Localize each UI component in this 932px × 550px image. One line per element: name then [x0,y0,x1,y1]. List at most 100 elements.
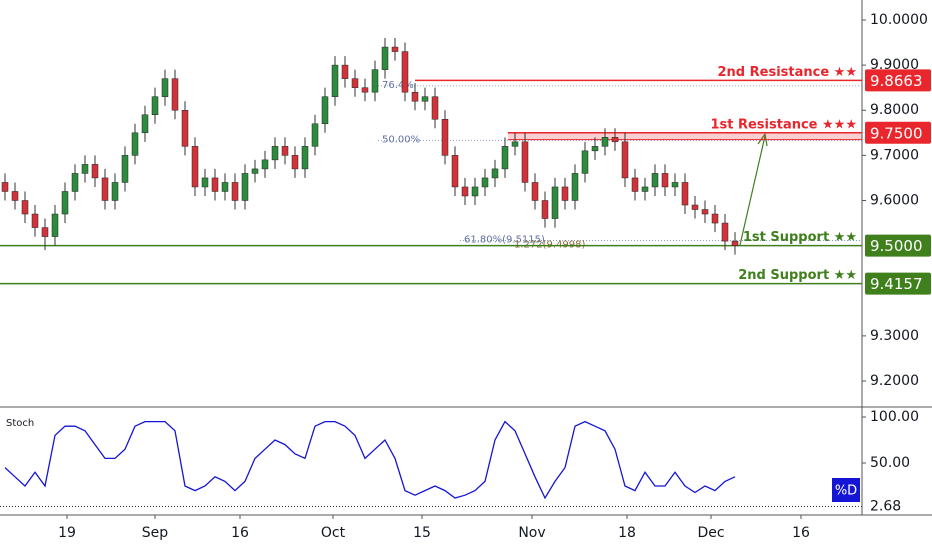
candle-body [341,64,349,79]
candle-body [621,141,629,179]
candle-body [451,155,459,188]
candle-body [121,155,129,183]
candle-body [671,182,679,188]
candle-body [261,159,269,170]
x-tick-label: 18 [618,525,636,541]
candle-body [81,164,89,174]
candle-body [461,186,469,197]
candle-body [31,213,39,228]
candle-body [161,78,169,97]
candle-body [531,182,539,201]
fib-label: 61.80%(9.5115) [464,234,545,245]
stoch-last-label: 2.68 [870,499,901,515]
candle-body [481,177,489,188]
candle-body [551,186,559,219]
candle-body [231,182,239,201]
level-tag-label: 9.4157 [870,275,923,293]
level-tag [865,69,931,92]
candle-body [191,146,199,188]
y-tick-label: 9.7000 [870,147,919,163]
level-tag [865,272,931,295]
y-tick-label: 10.0000 [870,12,928,28]
level-label: 2nd Resistance ★★ [718,65,858,80]
candle-body [351,78,359,88]
projection-arrow [739,132,768,246]
stoch-legend: %D [835,484,857,499]
candle-body [411,91,419,102]
candle-body [501,146,509,170]
x-tick-label: Sep [142,525,169,541]
candle-body [701,209,709,215]
x-tick-label: 16 [231,525,249,541]
fib-label: 76.4% [382,80,414,91]
level-label: 1st Resistance ★★★ [710,117,857,132]
y-tick-label: 9.6000 [870,192,919,208]
candle-body [641,186,649,192]
level-tag-label: 9.7500 [870,124,923,142]
candle-body [151,96,159,116]
level-tag [865,234,931,257]
candle-body [521,141,529,183]
y-tick-label: 9.9000 [870,57,919,73]
candle-body [51,213,59,237]
candle-body [721,222,729,242]
candle-body [131,132,139,156]
level-tag-label: 9.5000 [870,237,923,255]
candle-body [401,51,409,93]
candle-body [301,146,309,170]
stoch-label: Stoch [6,418,34,429]
candle-body [511,141,519,147]
candle-body [1,182,9,192]
candle-body [491,168,499,179]
level-tag-label: 9.8663 [870,72,923,90]
stoch-tick-label: 100.00 [870,409,919,425]
candle-body [211,177,219,192]
x-tick-label: 16 [792,525,810,541]
candle-body [391,46,399,52]
candle-body [691,204,699,210]
candle-body [71,173,79,192]
candle-body [331,64,339,97]
candle-body [41,227,49,237]
x-tick-label: Nov [518,525,545,541]
candle-body [561,186,569,201]
candle-body [441,119,449,156]
candle-body [711,213,719,224]
x-tick-label: 19 [58,525,76,541]
candle-body [471,186,479,197]
candle-body [731,240,739,246]
candle-body [571,173,579,201]
candle-body [281,146,289,156]
x-tick-label: Dec [697,525,724,541]
x-tick-label: 15 [413,525,431,541]
candle-body [611,137,619,143]
y-tick-label: 9.8000 [870,102,919,118]
candle-body [271,146,279,161]
candle-body [141,114,149,134]
candle-body [201,177,209,188]
y-tick-label: 9.3000 [870,328,919,344]
resistance-band [508,132,862,140]
candle-body [421,96,429,102]
candle-body [361,87,369,93]
stoch-line [4,420,736,500]
candle-body [581,150,589,174]
candle-body [101,177,109,201]
y-tick-label: 9.2000 [870,373,919,389]
candle-body [631,177,639,192]
candle-body [291,155,299,170]
x-tick-label: Oct [321,525,346,541]
candle-body [61,191,69,215]
candle-body [181,109,189,147]
candle-body [601,137,609,147]
candle-body [681,182,689,206]
candle-body [321,96,329,125]
candle-body [111,182,119,201]
candle-body [311,123,319,147]
candle-body [221,182,229,192]
arrow-head [757,132,768,147]
arrow-shaft [739,135,766,246]
candle-body [541,200,549,219]
candle-body [651,173,659,188]
